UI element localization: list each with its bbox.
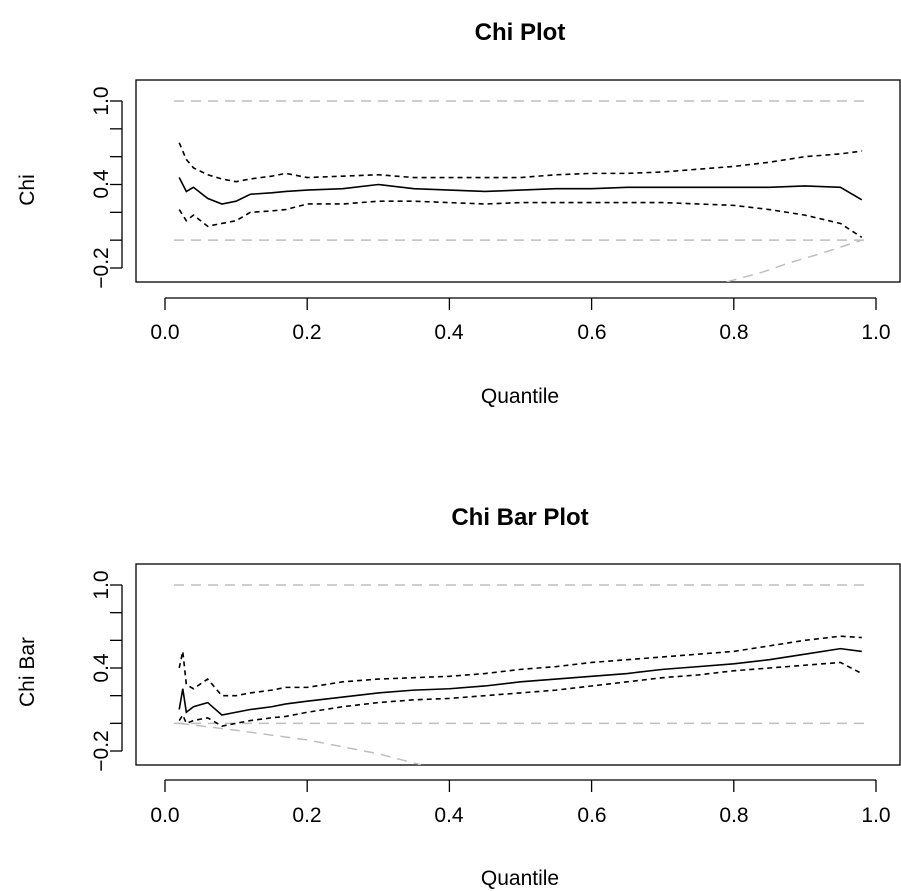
chi-plot-panel: Chi Plot Chi Quantile −0.2 0.4 1.0 0.0 0… — [16, 19, 901, 408]
estimate-line — [178, 177, 863, 205]
estimate-line — [178, 647, 862, 716]
y-axis: −0.2 0.4 1.0 — [90, 86, 123, 289]
x-tick-label: 0.2 — [292, 804, 321, 827]
y-tick-label: 1.0 — [90, 570, 113, 599]
x-axis: 0.0 0.2 0.4 0.6 0.8 1.0 — [150, 779, 891, 827]
x-axis-label: Quantile — [481, 385, 559, 408]
x-tick-label: 0.8 — [719, 804, 748, 827]
lower-bound-line — [178, 200, 863, 239]
x-axis: 0.0 0.2 0.4 0.6 0.8 1.0 — [150, 297, 891, 344]
y-tick-label: 0.4 — [90, 169, 113, 199]
x-tick-label: 0.2 — [292, 321, 321, 344]
reference-curve — [179, 722, 422, 765]
y-tick-label: 0.4 — [90, 653, 113, 683]
y-axis-label: Chi — [16, 174, 39, 206]
x-tick-label: 0.0 — [150, 804, 179, 827]
x-tick-label: 1.0 — [861, 804, 890, 827]
chart-title: Chi Plot — [475, 19, 566, 46]
x-tick-label: 1.0 — [861, 321, 890, 344]
x-tick-label: 0.4 — [434, 321, 464, 344]
y-tick-label: −0.2 — [90, 730, 113, 771]
reference-curve — [726, 239, 863, 282]
y-axis: −0.2 0.4 1.0 — [90, 570, 123, 772]
plot-area — [174, 100, 866, 282]
x-tick-label: 0.8 — [719, 321, 748, 344]
plot-area — [174, 584, 866, 765]
chart-title: Chi Bar Plot — [451, 504, 588, 531]
y-tick-label: 1.0 — [90, 86, 113, 115]
x-tick-label: 0.6 — [577, 321, 606, 344]
y-tick-label: −0.2 — [90, 247, 113, 288]
lower-bound-line — [178, 661, 863, 727]
x-tick-label: 0.0 — [150, 321, 179, 344]
x-tick-label: 0.4 — [434, 804, 464, 827]
plot-frame — [135, 563, 901, 766]
y-axis-label: Chi Bar — [16, 637, 39, 707]
x-tick-label: 0.6 — [577, 804, 606, 827]
chi-bar-plot-panel: Chi Bar Plot Chi Bar Quantile −0.2 0.4 1… — [16, 504, 901, 890]
x-axis-label: Quantile — [481, 867, 559, 890]
plot-frame — [135, 79, 901, 283]
upper-bound-line — [178, 635, 862, 697]
upper-bound-line — [178, 142, 862, 183]
